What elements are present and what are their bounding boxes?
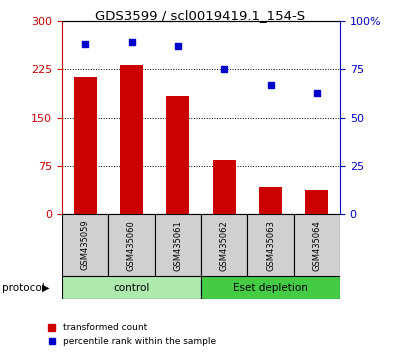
Bar: [155, 214, 201, 276]
Point: [175, 44, 181, 49]
Bar: [62, 276, 201, 299]
Bar: [62, 214, 108, 276]
Text: GSM435059: GSM435059: [81, 220, 90, 270]
Bar: [294, 214, 340, 276]
Text: GSM435060: GSM435060: [127, 220, 136, 270]
Bar: [120, 65, 143, 214]
Bar: [305, 190, 328, 214]
Bar: [201, 276, 340, 299]
Text: GDS3599 / scl0019419.1_154-S: GDS3599 / scl0019419.1_154-S: [95, 9, 305, 22]
Text: ▶: ▶: [42, 282, 50, 293]
Bar: [247, 214, 294, 276]
Bar: [74, 77, 97, 214]
Point: [267, 82, 274, 88]
Bar: [166, 97, 190, 214]
Text: protocol: protocol: [2, 282, 45, 293]
Point: [128, 40, 135, 45]
Bar: [201, 214, 247, 276]
Bar: [108, 214, 155, 276]
Text: GSM435062: GSM435062: [220, 220, 229, 270]
Text: GSM435061: GSM435061: [173, 220, 182, 270]
Text: GSM435063: GSM435063: [266, 220, 275, 270]
Point: [221, 67, 227, 72]
Point: [314, 90, 320, 96]
Text: control: control: [113, 282, 150, 293]
Text: Eset depletion: Eset depletion: [233, 282, 308, 293]
Text: GSM435064: GSM435064: [312, 220, 321, 270]
Legend: transformed count, percentile rank within the sample: transformed count, percentile rank withi…: [44, 320, 219, 349]
Point: [82, 41, 88, 47]
Bar: [212, 160, 236, 214]
Bar: [259, 187, 282, 214]
